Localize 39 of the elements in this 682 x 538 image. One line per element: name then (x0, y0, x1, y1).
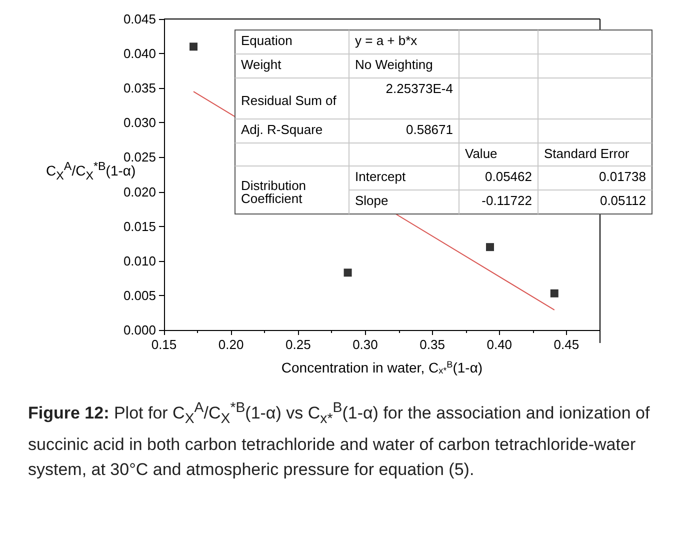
y-tick-label: 0.010 (123, 253, 156, 268)
annotation: 0.05462 (485, 169, 532, 184)
point (344, 268, 352, 277)
annotation: 0.01738 (599, 169, 646, 184)
y-tick-label: 0.015 (123, 218, 156, 234)
annotation: Adj. R-Square (241, 122, 323, 137)
annotation: Weight (241, 57, 282, 72)
point (190, 42, 198, 51)
annotation: Distribution Coefficient (241, 178, 310, 206)
point (486, 243, 494, 252)
x-tick-label: 0.35 (420, 337, 445, 352)
annotation: No Weighting (355, 57, 433, 72)
annotation: 2.25373E-4 (386, 81, 453, 96)
annotation: y = a + b*x (355, 33, 418, 48)
annotation: Intercept (355, 169, 406, 184)
y-tick-label: 0.025 (123, 150, 156, 165)
annotation: Equation (241, 33, 292, 48)
x-tick-label: 0.40 (486, 337, 512, 352)
point (550, 289, 558, 298)
y-tick-label: 0.005 (123, 288, 156, 303)
x-tick-label: 0.25 (286, 337, 311, 352)
y-tick-label: 0.035 (123, 80, 156, 96)
annotation: 0.05112 (600, 193, 646, 208)
text: Figure 12: Plot for C$_{X}$$^{A}$/C$_{X}$$^{*B}$(1-α) vs C$_{x*}$$^{B}$(1-α) for the association and ionization of succinic acid in both carbon tetrachloride and water of carbon tetrachloride-water system, at 30°C and atmospheric pressure for equation (5). (28, 400, 650, 480)
annotation: Slope (355, 193, 388, 208)
y-tick-label: 0.020 (123, 184, 156, 200)
y-tick-label: 0.000 (123, 322, 156, 338)
x-tick-label: 0.30 (352, 337, 378, 352)
y-tick-label: 0.040 (123, 46, 156, 62)
y-tick-label: 0.045 (123, 12, 156, 26)
annotation: Residual Sum of (241, 93, 337, 108)
x-tick-label: 0.15 (151, 337, 177, 352)
annotation: 0.58671 (406, 122, 453, 137)
x-tick-label: 0.20 (218, 337, 244, 352)
annotation: Value (465, 146, 498, 161)
annotation: -0.11722 (482, 193, 532, 208)
y-tick-label: 0.030 (123, 115, 156, 130)
annotation: Standard Error (544, 146, 630, 161)
x-tick-label: 0.45 (554, 337, 580, 352)
